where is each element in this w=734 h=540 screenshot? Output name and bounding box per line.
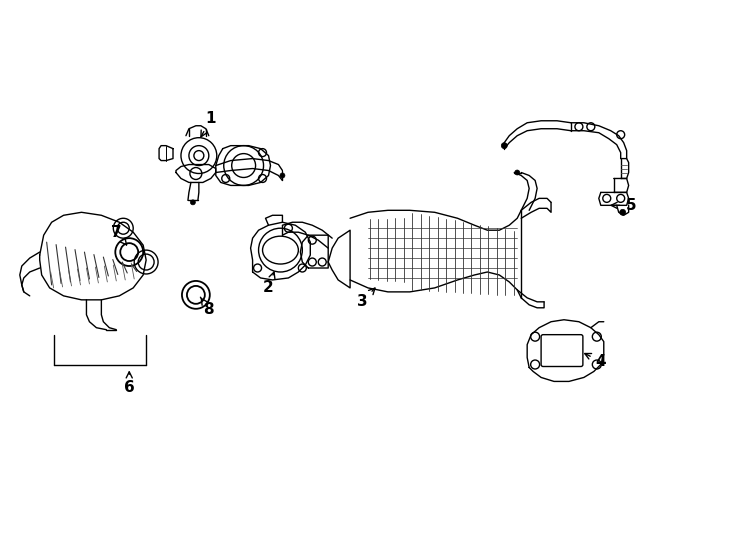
Text: 7: 7: [111, 225, 126, 245]
Text: 1: 1: [201, 111, 216, 137]
Circle shape: [190, 200, 195, 205]
Circle shape: [515, 170, 520, 175]
Text: 8: 8: [200, 297, 214, 318]
Circle shape: [501, 143, 507, 148]
Text: 4: 4: [585, 354, 606, 369]
Text: 3: 3: [357, 288, 375, 309]
Circle shape: [619, 210, 625, 215]
Text: 2: 2: [263, 272, 275, 295]
Text: 5: 5: [611, 198, 636, 213]
Text: 6: 6: [124, 372, 134, 395]
Circle shape: [280, 173, 285, 178]
